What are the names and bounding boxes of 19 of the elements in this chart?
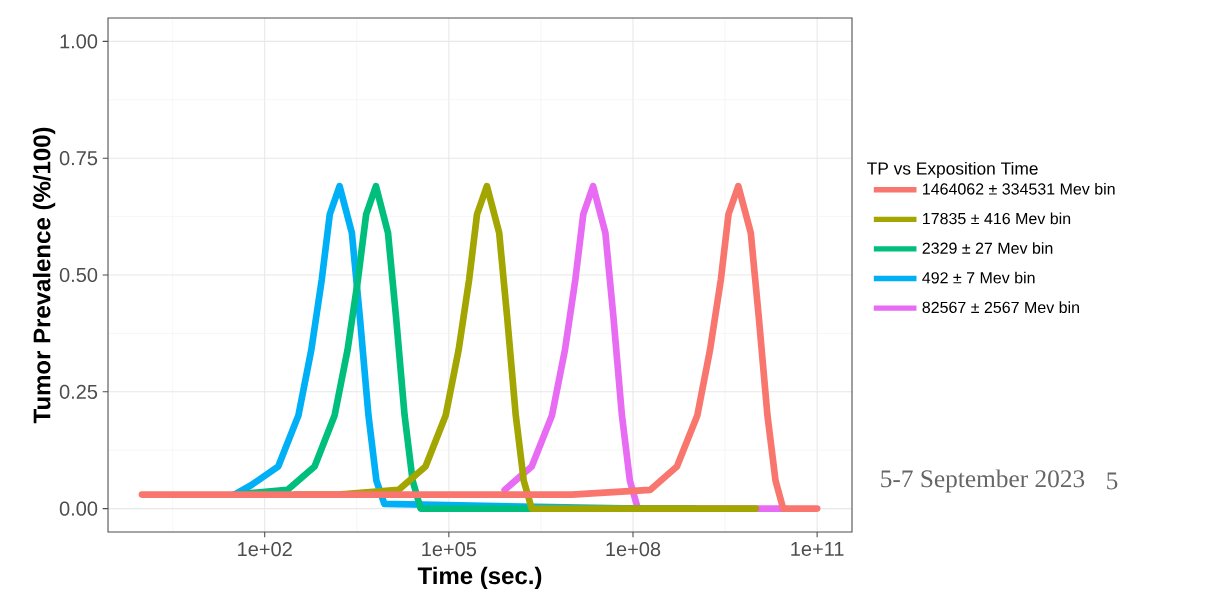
x-tick-label: 1e+11	[791, 542, 844, 556]
legend-label: 2329 ± 27 Mev bin	[922, 242, 1053, 254]
x-tick-label: 1e+02	[238, 542, 292, 557]
legend-label: 1464062 ± 334531 Mev bin	[923, 182, 1115, 195]
x-tick-label: 1e+05	[422, 542, 477, 557]
y-axis-title: Tumor Prevalence (%/100)	[32, 127, 56, 424]
y-tick-label: 0.25	[59, 384, 98, 399]
x-axis-title: Time (sec.)	[417, 566, 542, 590]
legend-title: TP vs Exposition Time	[867, 161, 1038, 179]
y-tick-label: 1.00	[60, 34, 98, 49]
x-tick-label: 1e+08	[606, 542, 661, 557]
y-tick-label: 0.75	[59, 151, 98, 166]
text: 5	[1107, 472, 1118, 490]
text: 5-7 September 2023	[881, 469, 1085, 493]
y-tick-label: 0.00	[59, 501, 98, 516]
legend-label: 17835 ± 416 Mev bin	[923, 212, 1071, 225]
y-tick-label: 0.50	[59, 267, 98, 283]
legend-label: 492 ± 7 Mev bin	[922, 271, 1035, 284]
legend-label: 82567 ± 2567 Mev bin	[922, 301, 1079, 314]
